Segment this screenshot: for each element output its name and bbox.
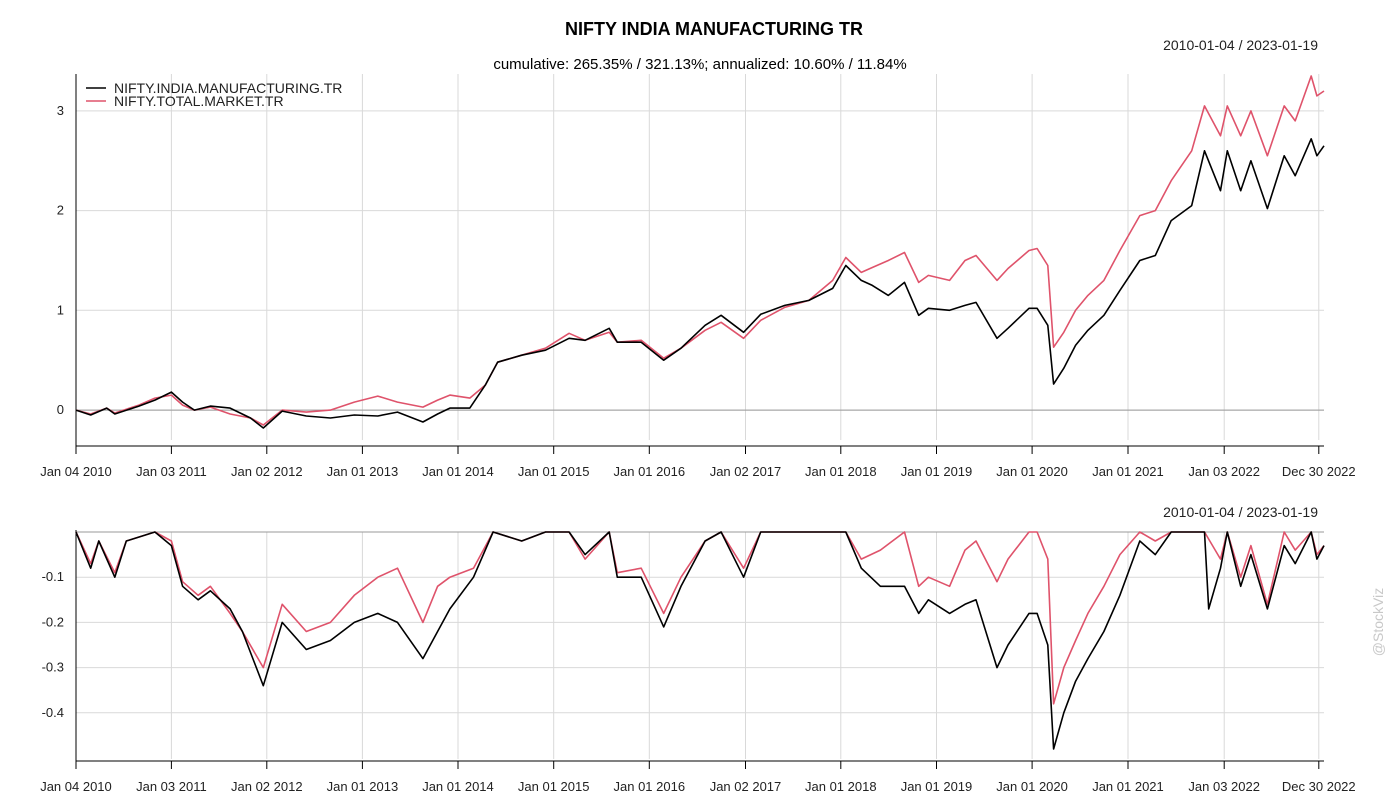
y-tick-label: -0.1 <box>42 569 64 584</box>
y-tick-label: 2 <box>57 203 64 218</box>
x-tick-label: Dec 30 2022 <box>1282 779 1356 794</box>
y-tick-label: 3 <box>57 103 64 118</box>
legend: NIFTY.INDIA.MANUFACTURING.TR NIFTY.TOTAL… <box>86 80 342 109</box>
y-tick-label: 1 <box>57 302 64 317</box>
chart-title: NIFTY INDIA MANUFACTURING TR <box>565 19 863 39</box>
chart-subtitle: cumulative: 265.35% / 321.13%; annualize… <box>493 56 906 73</box>
x-tick-label: Jan 01 2014 <box>422 464 494 479</box>
cumulative-return-panel: 0 1 2 3 Jan 04 2010 Jan 03 2011 Jan 02 2012 Jan… <box>40 74 1356 479</box>
y-tick-label: -0.4 <box>42 705 64 720</box>
drawdown-panel: -0.1 -0.2 -0.3 -0.4 Jan 04 2010 Jan 03 2011 Ja… <box>40 530 1356 794</box>
x-tick-label: Jan 01 2018 <box>805 779 877 794</box>
top-date-range: 2010-01-04 / 2023-01-19 <box>1163 37 1318 53</box>
bottom-date-range: 2010-01-04 / 2023-01-19 <box>1163 504 1318 520</box>
x-tick-label: Jan 02 2017 <box>710 779 782 794</box>
x-tick-label: Jan 01 2015 <box>518 464 590 479</box>
series-line-total-market <box>75 75 1325 426</box>
x-tick-label: Jan 04 2010 <box>40 464 112 479</box>
x-tick-label: Jan 02 2012 <box>231 779 303 794</box>
x-tick-label: Jan 01 2013 <box>327 779 399 794</box>
y-tick-label: -0.3 <box>42 660 64 675</box>
x-tick-label: Jan 02 2017 <box>710 464 782 479</box>
x-tick-label: Jan 04 2010 <box>40 779 112 794</box>
x-tick-label: Jan 03 2022 <box>1188 779 1260 794</box>
x-tick-label: Jan 01 2016 <box>614 464 686 479</box>
x-tick-label: Jan 03 2011 <box>136 779 207 794</box>
series-line-total-market <box>75 531 1325 705</box>
watermark: @StockViz <box>1370 588 1386 656</box>
x-tick-label: Jan 01 2020 <box>996 779 1068 794</box>
legend-label-total-market: NIFTY.TOTAL.MARKET.TR <box>114 93 284 109</box>
x-tick-label: Jan 01 2021 <box>1092 464 1164 479</box>
x-tick-label: Jan 01 2018 <box>805 464 877 479</box>
series-line-manufacturing <box>75 531 1325 750</box>
x-tick-label: Jan 01 2015 <box>518 779 590 794</box>
x-tick-label: Jan 01 2013 <box>327 464 399 479</box>
x-tick-label: Jan 01 2019 <box>901 779 973 794</box>
x-tick-label: Dec 30 2022 <box>1282 464 1356 479</box>
x-tick-label: Jan 01 2020 <box>996 464 1068 479</box>
y-tick-label: 0 <box>57 402 64 417</box>
y-tick-label: -0.2 <box>42 614 64 629</box>
x-tick-label: Jan 01 2016 <box>614 779 686 794</box>
x-tick-label: Jan 03 2022 <box>1188 464 1260 479</box>
x-tick-label: Jan 01 2014 <box>422 779 494 794</box>
series-line-manufacturing <box>75 138 1325 429</box>
x-tick-label: Jan 01 2019 <box>901 464 973 479</box>
x-tick-label: Jan 03 2011 <box>136 464 207 479</box>
legend-label-manufacturing: NIFTY.INDIA.MANUFACTURING.TR <box>114 80 342 96</box>
x-tick-label: Jan 02 2012 <box>231 464 303 479</box>
x-tick-label: Jan 01 2021 <box>1092 779 1164 794</box>
